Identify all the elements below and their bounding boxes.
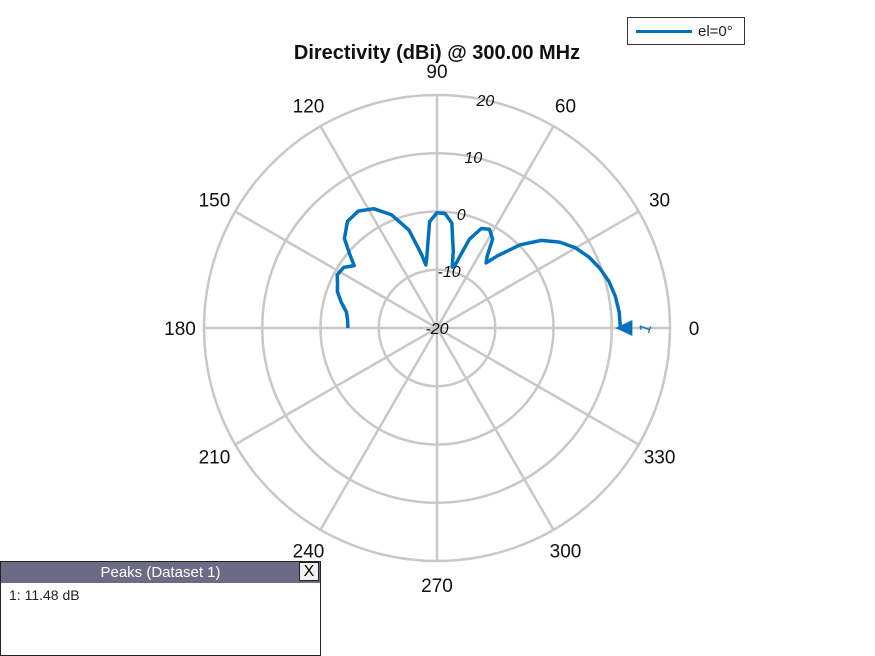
angle-grid-spoke [435, 125, 555, 329]
radial-tick-label: -10 [438, 264, 461, 281]
angle-tick-label: 180 [164, 319, 196, 340]
angle-tick-label: 150 [199, 191, 231, 212]
angle-tick-label: 330 [644, 448, 676, 469]
radial-tick-label: 10 [464, 150, 482, 167]
peak-marker [615, 320, 633, 336]
close-icon[interactable]: X [299, 562, 319, 581]
series-line [335, 206, 623, 329]
angle-tick-label: 300 [550, 542, 582, 563]
angle-grid-spoke [436, 326, 640, 446]
angle-tick-label: 240 [293, 542, 325, 563]
peaks-panel: Peaks (Dataset 1) X 1: 11.48 dB [0, 561, 321, 656]
radial-tick-label: -20 [425, 321, 448, 338]
angle-tick-label: 0 [689, 319, 700, 340]
angle-tick-label: 270 [421, 576, 453, 597]
chart-title: Directivity (dBi) @ 300.00 MHz [294, 42, 580, 64]
angle-grid-spoke [319, 125, 439, 329]
angle-grid-spoke [435, 327, 555, 531]
peaks-title: Peaks (Dataset 1) [1, 562, 320, 583]
angle-tick-label: 120 [293, 96, 325, 117]
angle-grid-spoke [234, 326, 438, 446]
angle-tick-label: 210 [199, 448, 231, 469]
angle-grid-spoke [234, 210, 438, 330]
angle-grid-spoke [319, 327, 439, 531]
radial-tick-label: 20 [476, 93, 495, 110]
legend-label: el=0° [698, 23, 733, 40]
peaks-row: 1: 11.48 dB [9, 587, 80, 603]
peak-marker-label: 1 [636, 321, 655, 335]
angle-grid-spoke [436, 210, 640, 330]
angle-tick-label: 60 [555, 96, 576, 117]
legend[interactable]: el=0° [627, 17, 745, 45]
legend-line-swatch [636, 30, 692, 33]
radial-tick-label: 0 [457, 207, 466, 224]
angle-tick-label: 90 [426, 62, 447, 83]
angle-tick-label: 30 [649, 191, 670, 212]
